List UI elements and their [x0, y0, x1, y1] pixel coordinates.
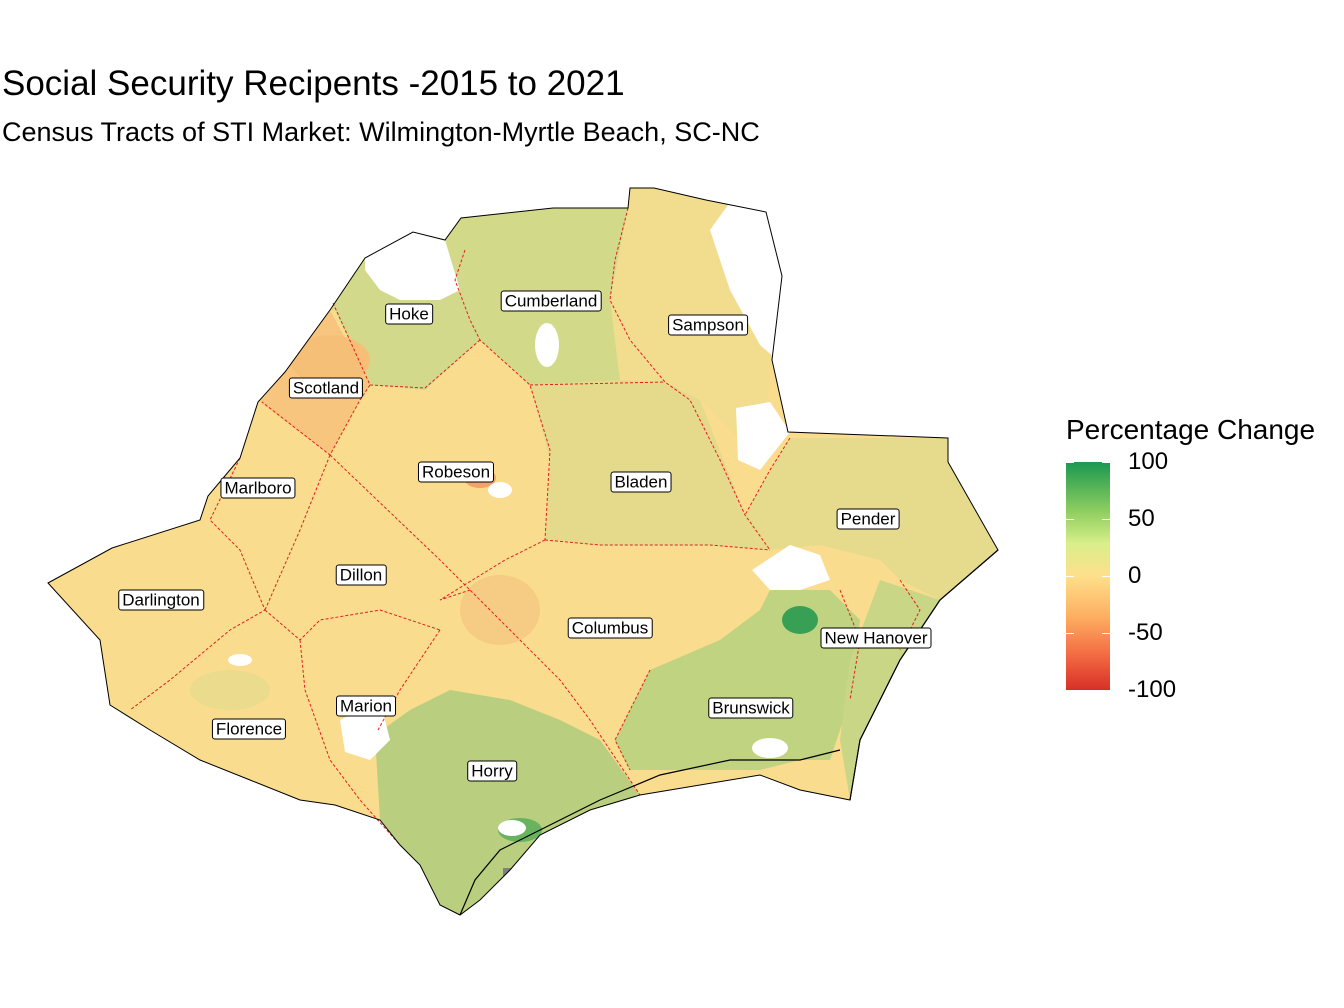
legend-title: Percentage Change — [1066, 414, 1316, 445]
legend-tick-mark — [1066, 519, 1074, 520]
county-label-hoke: Hoke — [385, 303, 433, 325]
county-label-scotland: Scotland — [288, 377, 364, 399]
county-label-pender: Pender — [836, 508, 900, 530]
county-label-new-hanover: New Hanover — [820, 627, 932, 649]
legend-tick-mark — [1102, 690, 1110, 691]
legend-tick-mark — [1066, 462, 1074, 463]
county-fill-bladen — [530, 380, 770, 550]
county-label-robeson: Robeson — [417, 461, 495, 483]
missing-tract — [736, 402, 790, 470]
county-label-horry: Horry — [467, 760, 517, 782]
legend-tick-mark — [1066, 633, 1074, 634]
legend-tick-mark — [1102, 576, 1110, 577]
missing-tract — [752, 738, 788, 758]
legend-tick-label: 100 — [1128, 448, 1169, 475]
county-label-sampson: Sampson — [668, 314, 748, 336]
missing-tract — [488, 482, 512, 498]
county-fill-brunswick — [615, 590, 860, 770]
missing-tract — [365, 232, 460, 300]
legend-tick-mark — [1102, 633, 1110, 634]
legend-tick-label: 50 — [1128, 505, 1155, 532]
legend-tick-label: 0 — [1128, 562, 1142, 589]
tract-decline-scotland — [290, 335, 370, 385]
tract-florence — [190, 670, 270, 710]
county-label-florence: Florence — [211, 718, 287, 740]
county-label-dillon: Dillon — [335, 564, 387, 586]
county-label-cumberland: Cumberland — [500, 290, 602, 312]
county-label-darlington: Darlington — [118, 589, 204, 611]
county-label-bladen: Bladen — [610, 471, 672, 493]
missing-tract — [710, 205, 782, 358]
tract-decline-columbus — [460, 575, 540, 645]
coastline — [459, 749, 841, 916]
map-subtitle: Census Tracts of STI Market: Wilmington-… — [2, 117, 760, 147]
missing-tract — [498, 820, 526, 836]
legend-tick-mark — [1102, 462, 1110, 463]
tract-high-growth — [782, 606, 818, 634]
map-title: Social Security Recipents -2015 to 2021 — [2, 64, 625, 103]
county-label-columbus: Columbus — [567, 617, 653, 639]
legend-tick-label: -100 — [1128, 676, 1177, 703]
legend-tick-mark — [1066, 576, 1074, 577]
missing-tract — [752, 545, 830, 590]
missing-tract — [535, 323, 559, 367]
county-label-marion: Marion — [336, 695, 396, 717]
legend-tick-mark — [1066, 690, 1074, 691]
county-borders — [129, 207, 921, 846]
county-fill-horry — [375, 690, 640, 915]
legend-tick-mark — [1102, 519, 1110, 520]
missing-tract — [228, 654, 252, 666]
county-label-marlboro: Marlboro — [220, 477, 296, 499]
coastline-north — [849, 549, 999, 801]
legend-tick-label: -50 — [1128, 619, 1163, 646]
county-label-brunswick: Brunswick — [708, 697, 794, 719]
